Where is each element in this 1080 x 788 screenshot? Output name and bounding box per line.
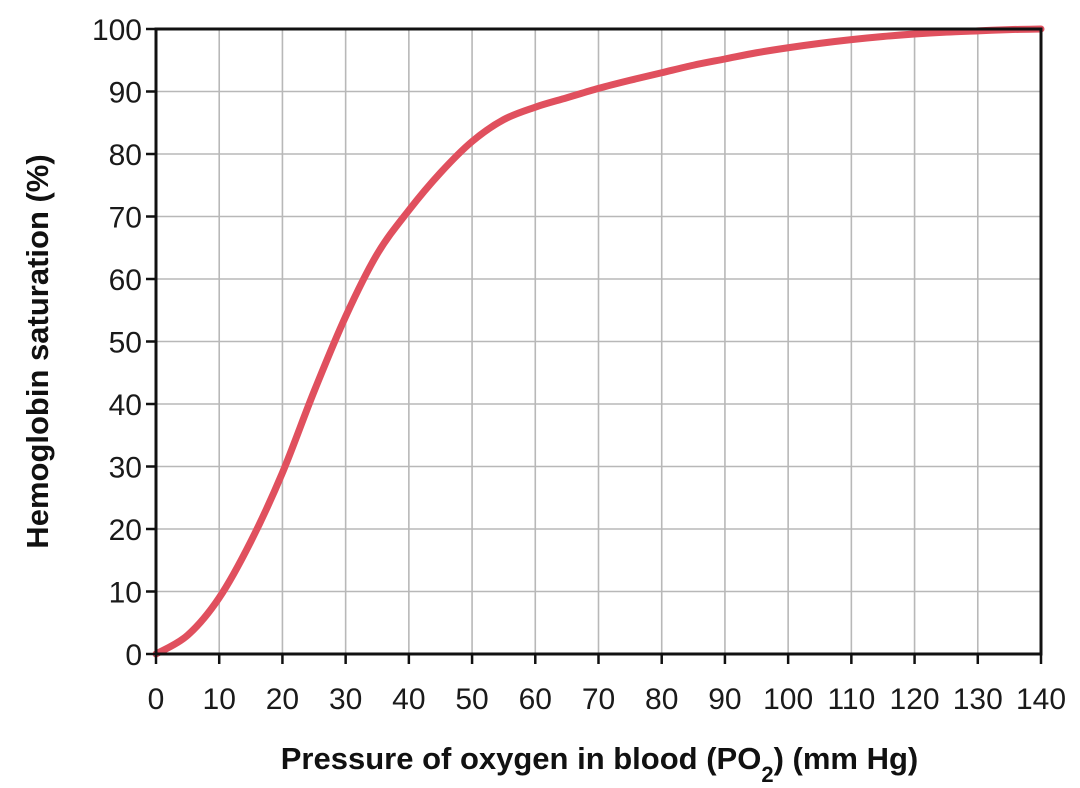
y-tick-label-3: 30 [109,452,142,485]
x-tick-label-9: 90 [708,683,741,716]
y-tick-label-4: 40 [109,389,142,422]
series-layer [152,25,1045,658]
y-tick-label-2: 20 [109,514,142,547]
y-tick-label-1: 10 [109,577,142,610]
y-tick-label-10: 100 [92,14,142,47]
y-tick-label-5: 50 [109,327,142,360]
x-axis-title-suffix: ) (mm Hg) [774,741,919,776]
x-tick-label-2: 20 [266,683,299,716]
x-tick-label-6: 60 [519,683,552,716]
x-tick-label-11: 110 [827,683,875,716]
x-axis-title: Pressure of oxygen in blood (PO2) (mm Hg… [281,741,918,787]
y-tick-label-6: 60 [109,264,142,297]
y-axis-ticks: 0 10 20 30 40 50 60 70 80 90 100 [92,14,156,672]
x-axis-title-main: Pressure of oxygen in blood (PO [281,741,762,776]
y-tick-label-0: 0 [125,639,142,672]
x-tick-label-7: 70 [582,683,615,716]
x-axis-title-subscript: 2 [761,762,773,787]
x-tick-label-3: 30 [329,683,362,716]
x-tick-label-1: 10 [203,683,236,716]
x-tick-label-4: 40 [392,683,425,716]
series-line-0 [152,25,1045,658]
y-tick-label-9: 90 [109,77,142,110]
x-tick-label-14: 140 [1016,683,1066,716]
x-tick-label-12: 120 [890,683,940,716]
x-tick-label-8: 80 [645,683,678,716]
x-tick-label-13: 130 [953,683,1003,716]
y-axis-title: Hemoglobin saturation (%) [20,154,55,548]
x-axis-ticks: 0 10 20 30 40 50 60 70 80 90 100 110 120 130 140 [148,654,1066,716]
y-tick-label-7: 70 [109,202,142,235]
x-tick-label-5: 50 [455,683,488,716]
x-tick-label-0: 0 [148,683,165,716]
x-tick-label-10: 100 [763,683,813,716]
y-tick-label-8: 80 [109,139,142,172]
